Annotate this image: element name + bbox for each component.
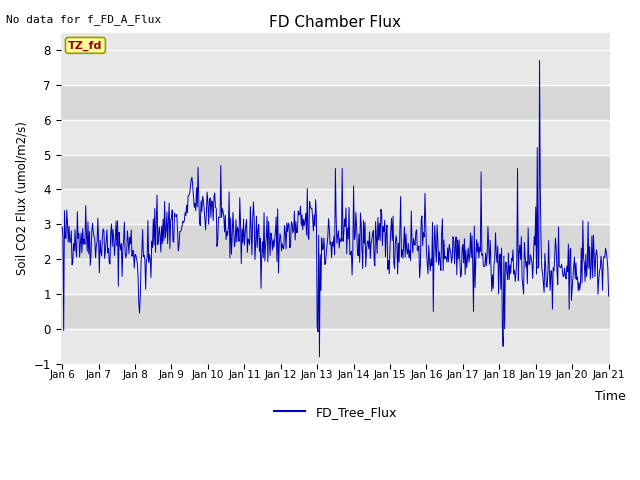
Text: TZ_fd: TZ_fd (68, 40, 102, 50)
X-axis label: Time: Time (595, 390, 625, 403)
Bar (61, 294, 610, 329)
Title: FD Chamber Flux: FD Chamber Flux (269, 15, 401, 30)
Bar (61, 155, 610, 190)
Y-axis label: Soil CO2 Flux (umol/m2/s): Soil CO2 Flux (umol/m2/s) (15, 121, 28, 275)
Bar (61, 224, 610, 259)
Bar (61, 85, 610, 120)
Legend: FD_Tree_Flux: FD_Tree_Flux (269, 401, 402, 424)
Text: No data for f_FD_A_Flux: No data for f_FD_A_Flux (6, 14, 162, 25)
